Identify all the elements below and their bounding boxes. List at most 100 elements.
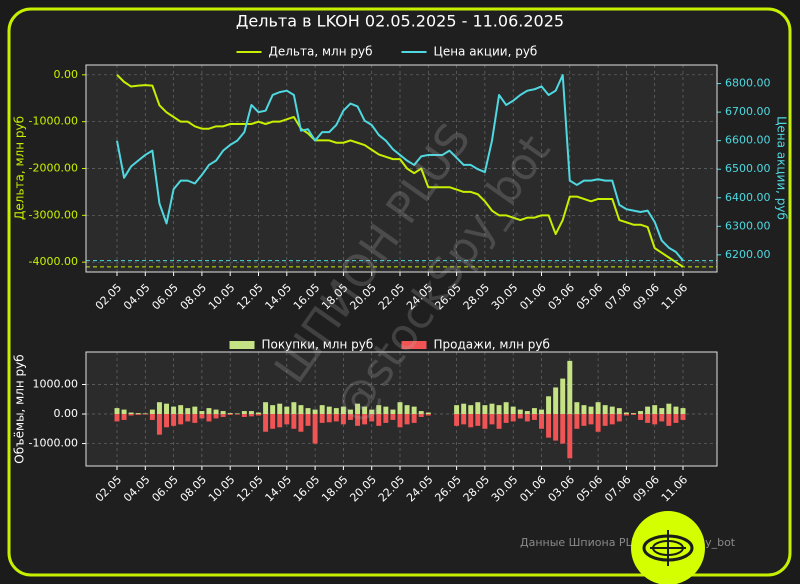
- bar: [645, 406, 651, 415]
- bar: [319, 405, 325, 415]
- bar: [362, 406, 368, 415]
- y-tick-label: -1000.00: [29, 115, 78, 128]
- bar: [149, 414, 155, 420]
- bar: [517, 409, 523, 415]
- bar: [581, 405, 587, 415]
- bar: [171, 406, 177, 415]
- y2-tick-label: 6700.00: [725, 105, 771, 118]
- bar: [531, 408, 537, 415]
- bar: [567, 360, 573, 415]
- y2-tick-label: 6200.00: [725, 248, 771, 261]
- bar: [539, 414, 544, 429]
- bar: [347, 414, 353, 420]
- bar: [496, 414, 502, 429]
- data-line: [116, 74, 684, 268]
- bar: [284, 414, 290, 425]
- bar: [142, 414, 148, 415]
- legend-swatch: [229, 341, 255, 349]
- bar: [178, 414, 184, 425]
- bar: [241, 411, 247, 415]
- bar: [312, 414, 318, 444]
- bar: [404, 414, 410, 425]
- bar: [241, 414, 247, 417]
- plot-area: [86, 65, 717, 272]
- bar: [397, 402, 403, 415]
- bar: [404, 405, 410, 415]
- bar: [185, 408, 191, 415]
- bar: [256, 414, 261, 416]
- bar: [553, 414, 559, 441]
- bar: [510, 406, 516, 415]
- bar: [454, 414, 460, 426]
- y-tick-label: -3000.00: [29, 208, 78, 221]
- bar: [135, 414, 141, 415]
- bar: [114, 408, 120, 415]
- bar: [390, 414, 396, 420]
- bar: [524, 414, 530, 422]
- bar: [192, 406, 198, 415]
- bar: [383, 406, 389, 415]
- y-tick-label: 0.00: [54, 68, 79, 81]
- bar: [291, 414, 297, 429]
- bar: [220, 414, 226, 417]
- bar: [206, 414, 212, 422]
- bar: [355, 403, 361, 415]
- bar: [609, 406, 615, 415]
- bar: [149, 409, 155, 415]
- legend-label: Покупки, млн руб: [262, 338, 374, 352]
- bar: [369, 409, 375, 415]
- bar: [574, 402, 580, 415]
- bar: [595, 414, 601, 432]
- bar: [623, 412, 629, 415]
- bar: [333, 414, 339, 422]
- bar: [411, 406, 417, 415]
- bar: [270, 414, 276, 429]
- bar: [630, 413, 636, 415]
- bar: [128, 412, 134, 415]
- bar: [496, 405, 502, 415]
- bar: [680, 414, 686, 420]
- bar: [616, 408, 622, 415]
- bar: [489, 403, 495, 415]
- bar: [319, 414, 325, 423]
- bar: [482, 405, 488, 415]
- legend-label: Цена акции, руб: [434, 45, 538, 59]
- legend-label: Дельта, млн руб: [269, 45, 373, 59]
- y-axis-label: Дельта, млн руб: [13, 116, 27, 220]
- bar: [595, 402, 601, 415]
- bar: [666, 414, 672, 426]
- bar: [305, 408, 311, 415]
- y2-tick-label: 6800.00: [725, 77, 771, 90]
- bar: [623, 414, 629, 416]
- bar: [312, 409, 318, 415]
- bar: [248, 411, 254, 415]
- y2-tick-label: 6400.00: [725, 191, 771, 204]
- bar: [185, 414, 191, 422]
- bar: [256, 412, 261, 415]
- bar: [461, 414, 467, 425]
- bar: [128, 414, 134, 416]
- y2-axis-label: Цена акции, руб: [775, 116, 789, 220]
- bar: [291, 402, 297, 415]
- bar: [171, 414, 177, 426]
- bar: [340, 414, 346, 425]
- y-axis-label: Объёмы, млн руб: [13, 354, 27, 463]
- bar: [326, 406, 332, 415]
- bar: [666, 403, 672, 415]
- bar: [524, 411, 530, 415]
- bar: [277, 403, 283, 415]
- bar: [298, 405, 304, 415]
- bar: [164, 414, 170, 428]
- bar: [510, 414, 516, 422]
- chart-title: Дельта в LKOH 02.05.2025 - 11.06.2025: [236, 12, 564, 31]
- y-tick-label: 0.00: [54, 407, 79, 420]
- bar: [588, 406, 594, 415]
- bar: [156, 414, 162, 435]
- bar: [234, 414, 240, 415]
- bar: [609, 414, 615, 425]
- bar: [305, 414, 311, 426]
- bar: [199, 414, 205, 419]
- bar: [517, 414, 523, 419]
- bar: [376, 405, 382, 415]
